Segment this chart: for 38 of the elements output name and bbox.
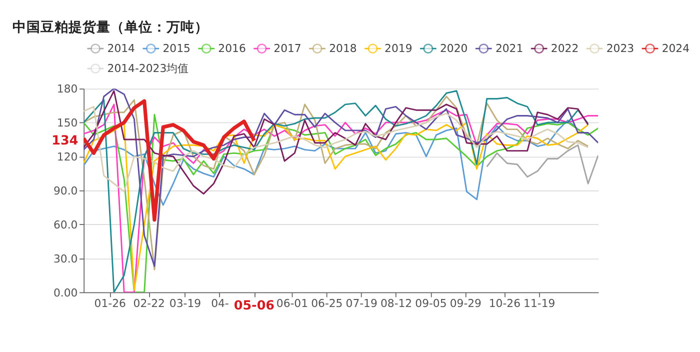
x-tick-label: 02-22 bbox=[133, 297, 165, 310]
y-tick-label: 60.0 bbox=[53, 218, 78, 232]
y-tick-label: 150 bbox=[56, 116, 78, 130]
line-series bbox=[84, 99, 256, 222]
y-tick-label: 120 bbox=[56, 150, 78, 164]
legend-label: 2022 bbox=[550, 42, 579, 56]
legend-label: 2014 bbox=[107, 42, 136, 56]
x-tick-label: 11-19 bbox=[524, 297, 556, 310]
x-tick-label: 04- bbox=[211, 297, 229, 310]
legend-label: 2019 bbox=[384, 42, 412, 56]
text: 134 bbox=[52, 132, 78, 148]
line-series bbox=[84, 90, 589, 195]
x-tick-label: 08-12 bbox=[380, 297, 412, 310]
legend-label: 2024 bbox=[662, 42, 690, 56]
y-tick-label: 180 bbox=[56, 82, 78, 96]
y-tick-label: 30.0 bbox=[53, 252, 78, 266]
legend-label: 2020 bbox=[440, 42, 468, 56]
chart-title: 中国豆粕提货量（单位：万吨） bbox=[12, 19, 209, 36]
legend-label: 2015 bbox=[162, 42, 190, 56]
legend-label: 2016 bbox=[218, 42, 246, 56]
x-tick-label: 07-19 bbox=[346, 297, 378, 310]
legend-label: 2023 bbox=[606, 42, 634, 56]
x-tick-label: 01-26 bbox=[94, 297, 126, 310]
text: 05-06 bbox=[234, 298, 275, 312]
x-tick-label: 09-29 bbox=[450, 297, 482, 310]
y-tick-label: 90.0 bbox=[53, 184, 78, 198]
x-tick-label: 03-19 bbox=[169, 297, 202, 310]
legend-label: 2017 bbox=[274, 42, 302, 56]
x-tick-label: 06-25 bbox=[311, 297, 343, 310]
legend-label: 2014-2023均值 bbox=[107, 62, 189, 76]
x-tick-label: 06-01 bbox=[276, 297, 308, 310]
x-tick-label: 09-05 bbox=[415, 297, 447, 310]
line-series bbox=[486, 144, 598, 184]
y-tick-label: 0.00 bbox=[53, 286, 78, 300]
line-series bbox=[84, 106, 589, 192]
legend-label: 2021 bbox=[495, 42, 524, 56]
legend-label: 2018 bbox=[329, 42, 357, 56]
x-tick-label: 10-26 bbox=[488, 297, 521, 310]
